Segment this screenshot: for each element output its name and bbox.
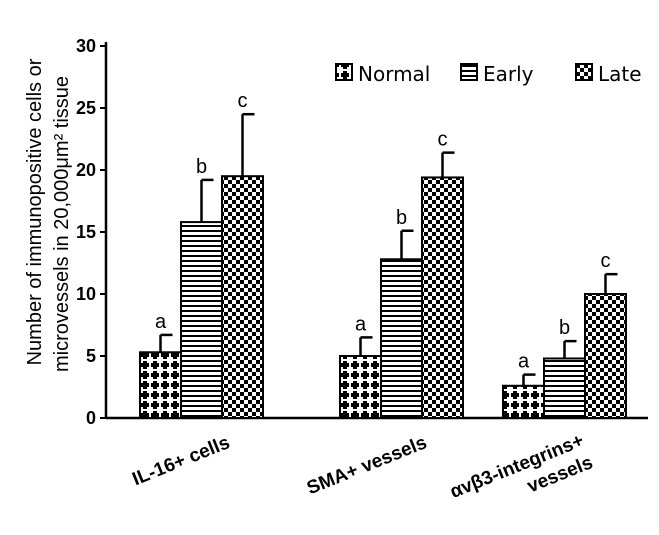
y-axis-title: Number of immunopositive cells or microv… <box>24 58 73 372</box>
category-label: IL-16+ cells <box>130 432 233 490</box>
significance-label: a <box>518 351 530 373</box>
significance-label: c <box>438 129 448 151</box>
significance-label: a <box>355 313 367 335</box>
bar-early <box>380 258 423 419</box>
legend-item-early: Early <box>460 62 534 86</box>
y-tick-label: 30 <box>76 36 96 56</box>
y-tick-label: 15 <box>76 222 96 242</box>
legend: Normal Early Late <box>335 62 642 86</box>
bar-early <box>180 221 223 419</box>
bar-normal <box>502 384 545 420</box>
legend-label-late: Late <box>598 62 642 86</box>
legend-item-late: Late <box>575 62 642 86</box>
y-tick-label: 25 <box>76 98 96 118</box>
y-axis-title-line-2: microvessels in 20,000μm² tissue <box>51 76 73 372</box>
legend-item-normal: Normal <box>335 62 430 86</box>
y-axis-title-line-1: Number of immunopositive cells or <box>24 58 46 365</box>
legend-label-early: Early <box>483 62 534 86</box>
bar-early <box>543 357 586 420</box>
significance-label: a <box>155 311 167 333</box>
bar-late <box>221 175 264 419</box>
legend-swatch-normal <box>335 63 353 81</box>
bar-normal <box>339 355 382 419</box>
legend-label-normal: Normal <box>358 62 430 86</box>
significance-label: b <box>196 156 207 178</box>
significance-label: b <box>396 207 407 229</box>
plot-area: 0 5 10 15 20 25 30 a b c a b c a b c IL-16+ cells SMA+ ve… <box>76 36 648 503</box>
significance-label: b <box>559 317 570 339</box>
bar-late <box>421 176 464 419</box>
bar-normal <box>139 351 182 419</box>
legend-swatch-early <box>460 63 478 81</box>
y-tick-label: 5 <box>86 346 96 366</box>
y-tick-label: 10 <box>76 284 96 304</box>
significance-label: c <box>601 250 611 272</box>
category-label: SMA+ vessels <box>304 432 430 499</box>
legend-swatch-late <box>575 63 593 81</box>
y-tick-label: 20 <box>76 160 96 180</box>
bar-late <box>584 293 627 419</box>
y-tick-label: 0 <box>86 408 96 428</box>
significance-label: c <box>238 90 248 112</box>
